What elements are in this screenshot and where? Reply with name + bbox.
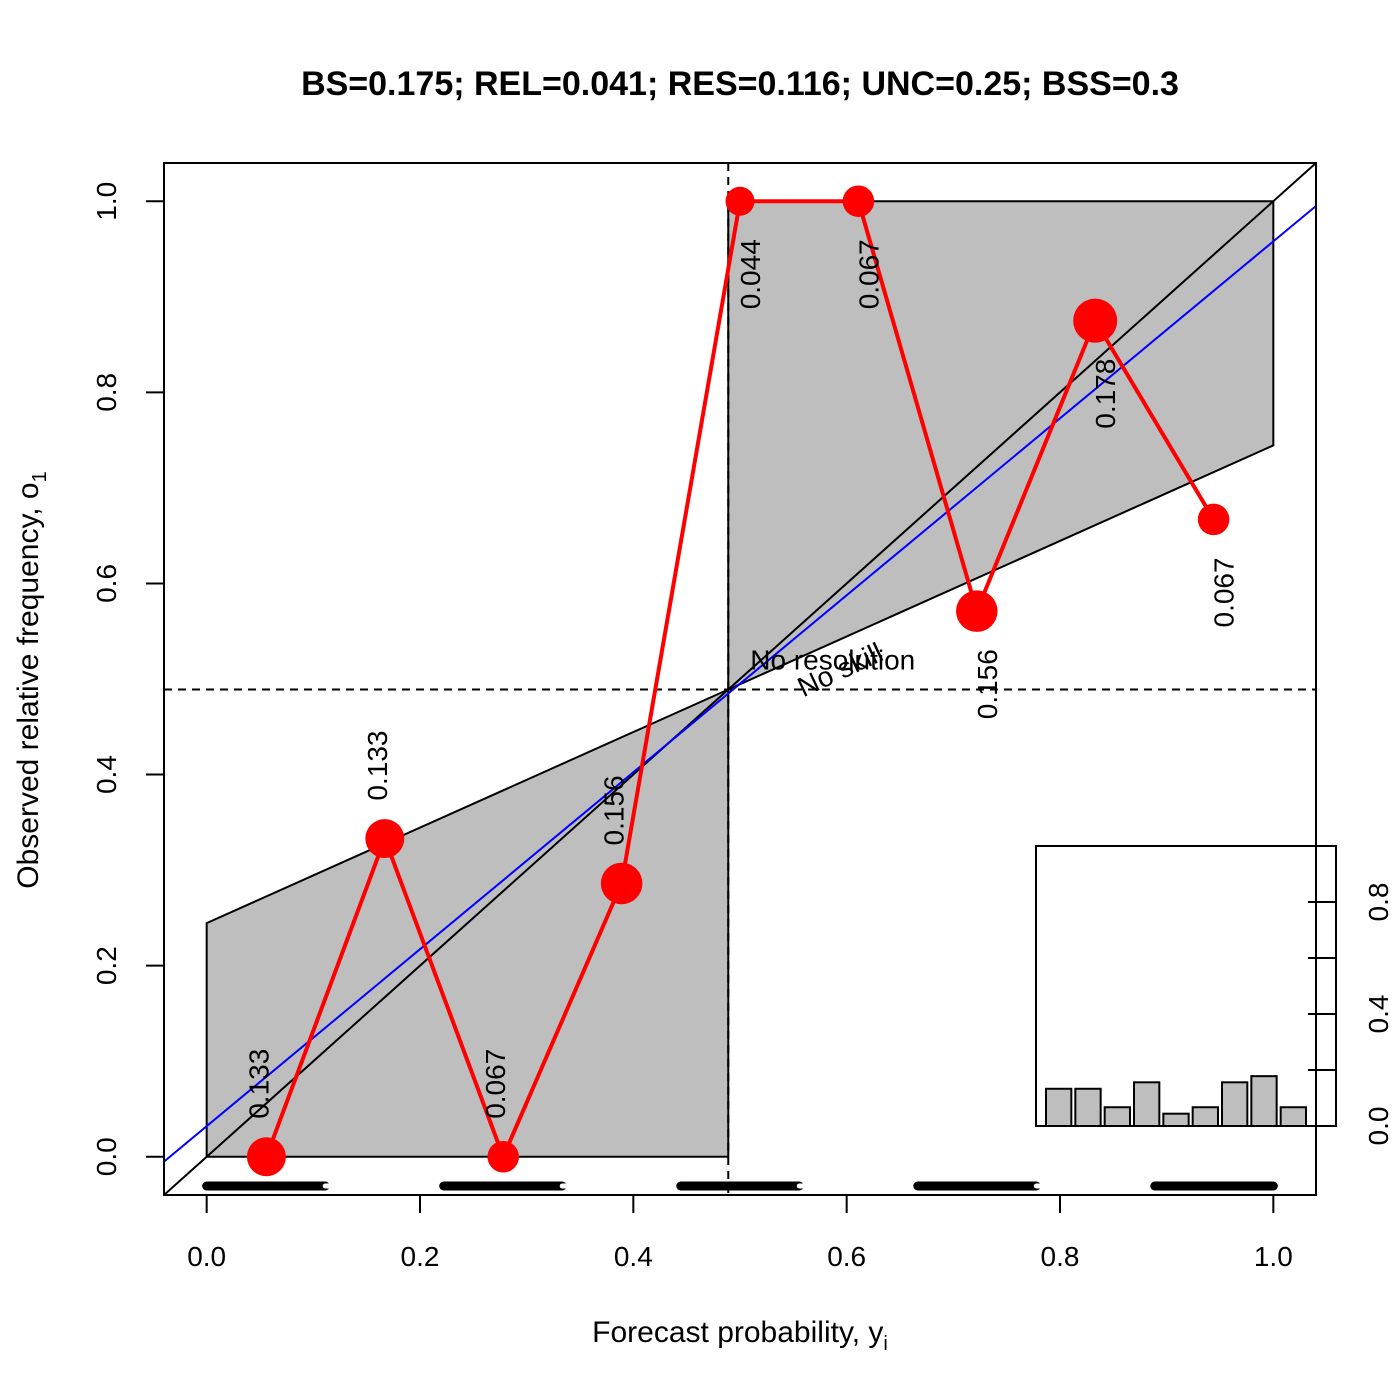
reliability-point xyxy=(365,819,404,858)
freq-label: 0.067 xyxy=(853,239,884,309)
reliability-point xyxy=(1073,299,1117,343)
inset-tick-label: 0.4 xyxy=(1363,995,1394,1034)
x-axis: 0.0 0.2 0.4 0.6 0.8 1.0 xyxy=(187,1195,1293,1272)
x-axis-title-sub: i xyxy=(883,1333,887,1355)
y-tick-label: 0.0 xyxy=(91,1137,122,1176)
x-axis-title: Forecast probability, yi xyxy=(592,1316,888,1355)
inset-bar xyxy=(1134,1082,1159,1126)
inset-bar xyxy=(1075,1089,1100,1126)
freq-label: 0.156 xyxy=(599,775,630,845)
inset-bar xyxy=(1046,1089,1071,1126)
freq-label: 0.067 xyxy=(1209,557,1240,627)
x-tick-label: 1.0 xyxy=(1254,1241,1293,1272)
x-axis-title-text: Forecast probability, y xyxy=(592,1316,883,1349)
freq-label: 0.133 xyxy=(243,1049,274,1119)
reliability-point xyxy=(1198,504,1230,536)
reliability-point xyxy=(726,187,755,216)
x-tick-label: 0.2 xyxy=(401,1241,440,1272)
reliability-point xyxy=(487,1141,519,1173)
y-tick-label: 0.2 xyxy=(91,946,122,985)
chart-title: BS=0.175; REL=0.041; RES=0.116; UNC=0.25… xyxy=(301,65,1179,103)
y-axis-title: Observed relative frequency, o1 xyxy=(12,471,51,888)
reliability-point xyxy=(601,863,643,905)
freq-label: 0.156 xyxy=(972,649,1003,719)
y-tick-label: 0.8 xyxy=(91,373,122,412)
inset-bar xyxy=(1163,1114,1188,1126)
inset-bar xyxy=(1193,1107,1218,1126)
inset-bar xyxy=(1105,1107,1130,1126)
y-axis-title-sub: 1 xyxy=(29,471,51,482)
x-tick-label: 0.8 xyxy=(1041,1241,1080,1272)
inset-histogram: 0.0 0.4 0.8 xyxy=(1036,846,1394,1145)
freq-label: 0.178 xyxy=(1090,359,1121,429)
x-tick-label: 0.6 xyxy=(827,1241,866,1272)
freq-label: 0.067 xyxy=(480,1049,511,1119)
freq-label: 0.044 xyxy=(735,239,766,309)
y-tick-label: 0.4 xyxy=(91,755,122,794)
y-axis: 0.0 0.2 0.4 0.6 0.8 1.0 xyxy=(91,182,164,1176)
inset-frame xyxy=(1036,846,1336,1126)
inset-tick-label: 0.8 xyxy=(1363,883,1394,922)
y-tick-label: 1.0 xyxy=(91,182,122,221)
x-tick-label: 0.0 xyxy=(187,1241,226,1272)
freq-label: 0.133 xyxy=(362,730,393,800)
inset-bar xyxy=(1281,1107,1306,1126)
inset-bar xyxy=(1251,1076,1276,1126)
reliability-point xyxy=(247,1137,286,1176)
inset-bar xyxy=(1222,1082,1247,1126)
reliability-point xyxy=(956,590,998,632)
reliability-point xyxy=(843,185,875,217)
y-tick-label: 0.6 xyxy=(91,564,122,603)
y-axis-title-text: Observed relative frequency, o xyxy=(12,482,45,888)
x-tick-label: 0.4 xyxy=(614,1241,653,1272)
inset-tick-label: 0.0 xyxy=(1363,1107,1394,1146)
